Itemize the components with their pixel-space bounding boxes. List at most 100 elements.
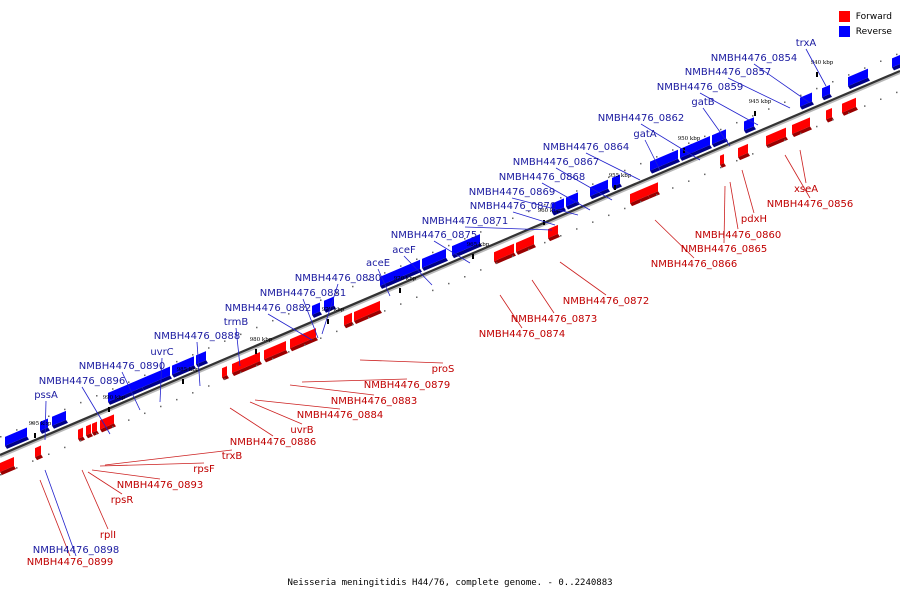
tick-mark (399, 288, 401, 293)
reverse-gene-arrow-shadow (172, 365, 196, 378)
grid-dot (432, 289, 434, 292)
grid-dot (768, 146, 770, 148)
reverse-gene-label: NMBH4476_0854 (711, 53, 797, 64)
grid-dot (784, 139, 786, 141)
forward-gene-arrow (86, 424, 91, 436)
grid-dot (848, 74, 850, 76)
grid-dot (80, 439, 82, 442)
reverse-gene-arrow (380, 259, 420, 286)
forward-gene-label: xseA (794, 184, 818, 195)
grid-dot (16, 429, 18, 431)
grid-dot (368, 316, 370, 319)
grid-dot (544, 241, 546, 244)
legend: Forward Reverse (838, 9, 892, 39)
legend-reverse: Reverse (838, 24, 892, 39)
grid-dot (336, 330, 338, 333)
grid-dot (832, 118, 834, 121)
forward-gene-label: NMBH4476_0873 (511, 314, 597, 325)
grid-dot (608, 176, 610, 179)
grid-dot (896, 91, 898, 94)
forward-gene-label: NMBH4476_0899 (27, 557, 113, 568)
genome-caption: Neisseria meningitidis H44/76, complete … (287, 578, 613, 588)
reverse-gene-label: NMBH4476_0896 (39, 376, 125, 387)
reverse-gene-arrow-shadow (108, 387, 144, 405)
forward-leader-line (87, 471, 123, 495)
grid-dot (864, 67, 866, 69)
forward-gene-arrow (0, 457, 14, 472)
reverse-gene-arrow (658, 149, 678, 168)
grid-dot (688, 180, 690, 182)
grid-dot (560, 197, 562, 199)
tick-label: 995 kbp (29, 421, 52, 427)
forward-gene-arrow (826, 107, 832, 120)
forward-gene-label: NMBH4476_0872 (563, 296, 649, 307)
reverse-gene-label: NMBH4476_0881 (260, 288, 346, 299)
forward-gene-label: trxB (222, 451, 243, 462)
reverse-gene-arrow-shadow (452, 243, 482, 259)
forward-gene-label: NMBH4476_0874 (479, 329, 565, 340)
forward-gene-arrow (344, 312, 352, 326)
reverse-leader-line (699, 92, 759, 126)
reverse-leader-line (377, 268, 391, 297)
reverse-leader-line (81, 386, 111, 435)
grid-dot (800, 94, 802, 97)
grid-dot (672, 149, 674, 151)
grid-dot (528, 248, 530, 251)
reverse-gene-label: trmB (224, 317, 249, 328)
forward-gene-label: NMBH4476_0879 (364, 380, 450, 391)
grid-dot (688, 142, 690, 144)
reverse-gene-arrow (744, 117, 754, 131)
grid-dot (400, 303, 402, 305)
grid-dot (144, 412, 146, 415)
reverse-gene-arrow (172, 356, 194, 375)
forward-leader-line (723, 185, 726, 244)
reverse-gene-arrow (108, 378, 142, 402)
forward-gene-label: uvrB (290, 425, 313, 436)
grid-dot (560, 235, 562, 237)
tick-mark (614, 185, 616, 190)
forward-gene-arrow-shadow (86, 433, 93, 439)
tick-mark (543, 220, 545, 225)
forward-leader-line (499, 294, 523, 329)
tick-label: 960 kbp (538, 208, 561, 214)
axis-layer (0, 53, 900, 476)
forward-leader-line (784, 154, 811, 199)
grid-dot (288, 313, 290, 315)
tick-label: 980 kbp (250, 337, 273, 343)
reverse-gene-label: NMBH4476_0864 (543, 142, 629, 153)
grid-dot (448, 244, 450, 247)
forward-gene-arrow-shadow (290, 337, 318, 352)
forward-gene-arrow (354, 300, 380, 321)
grid-dot (128, 419, 130, 421)
reverse-leader-line (44, 469, 77, 557)
forward-gene-arrow-shadow (92, 430, 99, 436)
gene-labels-layer: trxA NMBH4476_0854 NMBH4476_0857 NMBH4476_0… (27, 38, 853, 568)
reverse-gene-arrow (892, 54, 900, 68)
tick-mark (108, 407, 110, 412)
reverse-gene-label: gatB (691, 97, 714, 108)
grid-dot (208, 385, 210, 387)
grid-dot (0, 436, 2, 438)
reverse-leader-line (727, 77, 791, 109)
forward-leader-line (229, 407, 274, 437)
reverse-gene-arrow-shadow (312, 311, 322, 318)
grid-dot (192, 392, 194, 394)
reverse-gene-arrow-shadow (566, 201, 580, 210)
grid-dot (800, 132, 802, 135)
forward-gene-arrow-shadow (738, 152, 750, 161)
forward-gene-label: NMBH4476_0893 (117, 480, 203, 491)
grid-dot (416, 258, 418, 260)
reverse-gene-arrow (800, 92, 812, 107)
forward-gene-label: rpsF (193, 464, 215, 475)
reverse-gene-arrow-shadow (590, 188, 610, 200)
grid-dot (176, 398, 178, 401)
grid-dot (384, 310, 386, 312)
forward-gene-arrow-shadow (648, 191, 660, 199)
grid-dot (464, 276, 466, 278)
reverse-gene-arrow (590, 179, 608, 197)
forward-leader-line (104, 449, 233, 466)
grid-dot (272, 319, 274, 322)
forward-gene-label: proS (432, 364, 455, 375)
reverse-gene-arrow-shadow (658, 158, 680, 171)
reverse-gene-arrow-shadow (680, 152, 694, 161)
